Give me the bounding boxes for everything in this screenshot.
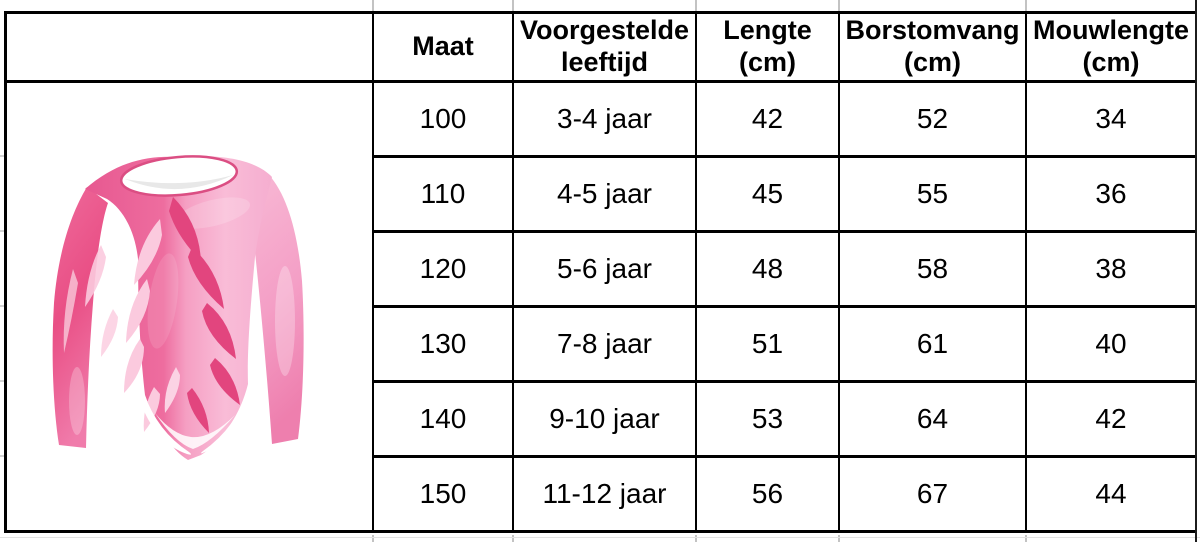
leotard-left-sleeve <box>52 186 118 448</box>
leotard-image <box>52 154 304 460</box>
cell-lengte: 56 <box>695 455 838 530</box>
cell-mouwlengte: 36 <box>1025 155 1195 230</box>
cell-leeftijd: 4-5 jaar <box>512 155 695 230</box>
cell-leeftijd: 5-6 jaar <box>512 230 695 305</box>
grid-crop-mark <box>0 455 4 457</box>
grid-crop-mark <box>372 535 374 542</box>
cell-lengte: 45 <box>695 155 838 230</box>
leotard-flame-pattern <box>123 196 240 433</box>
cell-maat: 150 <box>372 455 512 530</box>
size-table: Maat Voorgestelde leeftijd Lengte (cm) B… <box>4 11 1195 533</box>
grid-crop-mark <box>0 230 4 232</box>
grid-crop-mark <box>695 535 697 542</box>
cell-maat: 110 <box>372 155 512 230</box>
header-empty-cell <box>7 14 372 80</box>
cell-lengte: 51 <box>695 305 838 380</box>
grid-crop-mark <box>0 305 4 307</box>
cell-borstomvang: 58 <box>838 230 1025 305</box>
cell-maat: 120 <box>372 230 512 305</box>
cell-maat: 130 <box>372 305 512 380</box>
grid-crop-mark <box>1025 0 1027 11</box>
header-lengte: Lengte (cm) <box>695 14 838 80</box>
cell-mouwlengte: 44 <box>1025 455 1195 530</box>
grid-crop-mark <box>0 380 4 382</box>
leotard-neckline <box>119 154 238 197</box>
grid-crop-mark <box>695 0 697 11</box>
cell-lengte: 53 <box>695 380 838 455</box>
header-borstomvang: Borstomvang (cm) <box>838 14 1025 80</box>
cell-maat: 140 <box>372 380 512 455</box>
header-voorgestelde-leeftijd: Voorgestelde leeftijd <box>512 14 695 80</box>
grid-crop-mark <box>512 535 514 542</box>
grid-crop-mark <box>1025 535 1027 542</box>
cell-mouwlengte: 42 <box>1025 380 1195 455</box>
grid-crop-mark <box>512 0 514 11</box>
grid-crop-mark <box>0 155 4 157</box>
cell-lengte: 42 <box>695 80 838 155</box>
product-image-cell <box>7 80 372 530</box>
cell-borstomvang: 55 <box>838 155 1025 230</box>
cell-leeftijd: 7-8 jaar <box>512 305 695 380</box>
grid-crop-line <box>0 537 1200 538</box>
cell-borstomvang: 67 <box>838 455 1025 530</box>
cell-leeftijd: 3-4 jaar <box>512 80 695 155</box>
grid-right-border <box>1195 0 1197 542</box>
grid-crop-mark <box>838 535 840 542</box>
cell-leeftijd: 11-12 jaar <box>512 455 695 530</box>
leotard-torso <box>84 155 272 460</box>
cell-mouwlengte: 40 <box>1025 305 1195 380</box>
leotard-right-sleeve <box>246 174 304 444</box>
grid-crop-mark <box>838 0 840 11</box>
cell-borstomvang: 52 <box>838 80 1025 155</box>
cell-lengte: 48 <box>695 230 838 305</box>
header-mouwlengte: Mouwlengte (cm) <box>1025 14 1195 80</box>
cell-maat: 100 <box>372 80 512 155</box>
header-maat: Maat <box>372 14 512 80</box>
cell-mouwlengte: 34 <box>1025 80 1195 155</box>
grid-crop-mark <box>372 0 374 11</box>
cell-leeftijd: 9-10 jaar <box>512 380 695 455</box>
cell-mouwlengte: 38 <box>1025 230 1195 305</box>
cell-borstomvang: 61 <box>838 305 1025 380</box>
leotard-lining <box>139 387 252 455</box>
cell-borstomvang: 64 <box>838 380 1025 455</box>
